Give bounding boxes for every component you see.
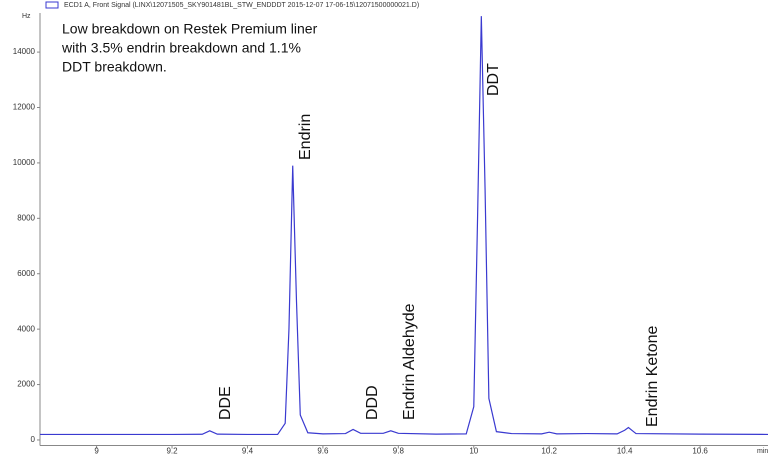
peak-label: DDT xyxy=(485,63,502,96)
x-tick-label: 9.8 xyxy=(393,447,405,456)
x-tick-label: 10.4 xyxy=(617,447,633,456)
y-tick-label: 8000 xyxy=(17,213,35,222)
y-tick-label: 2000 xyxy=(17,380,35,389)
x-tick-label: 9 xyxy=(94,447,99,456)
peak-label: DDD xyxy=(364,385,381,420)
x-tick-label: 9.6 xyxy=(317,447,329,456)
annotation-text: with 3.5% endrin breakdown and 1.1% xyxy=(61,40,301,56)
peak-label: DDE xyxy=(217,386,234,420)
x-tick-label: 10.2 xyxy=(541,447,557,456)
y-tick-label: 12000 xyxy=(13,103,36,112)
legend-swatch xyxy=(45,1,59,9)
annotation-text: DDT breakdown. xyxy=(62,59,167,75)
annotation-text: Low breakdown on Restek Premium liner xyxy=(62,21,318,37)
x-tick-label: 10.6 xyxy=(692,447,708,456)
y-tick-label: 14000 xyxy=(13,47,36,56)
y-tick-label: 6000 xyxy=(17,269,35,278)
x-tick-label: 10 xyxy=(469,447,478,456)
x-tick-label: 9.2 xyxy=(166,447,178,456)
y-tick-label: 4000 xyxy=(17,324,35,333)
peak-label: Endrin Aldehyde xyxy=(401,303,418,420)
legend-label: ECD1 A, Front Signal (LINX\12071505_SKY9… xyxy=(64,2,419,9)
x-axis-label: min xyxy=(757,448,768,455)
y-tick-label: 10000 xyxy=(13,158,36,167)
y-axis-label: Hz xyxy=(22,13,31,20)
y-tick-label: 0 xyxy=(31,435,36,444)
x-tick-label: 9.4 xyxy=(242,447,254,456)
signal-trace xyxy=(40,16,768,436)
peak-label: Endrin xyxy=(297,114,314,160)
peak-label: Endrin Ketone xyxy=(644,325,661,427)
